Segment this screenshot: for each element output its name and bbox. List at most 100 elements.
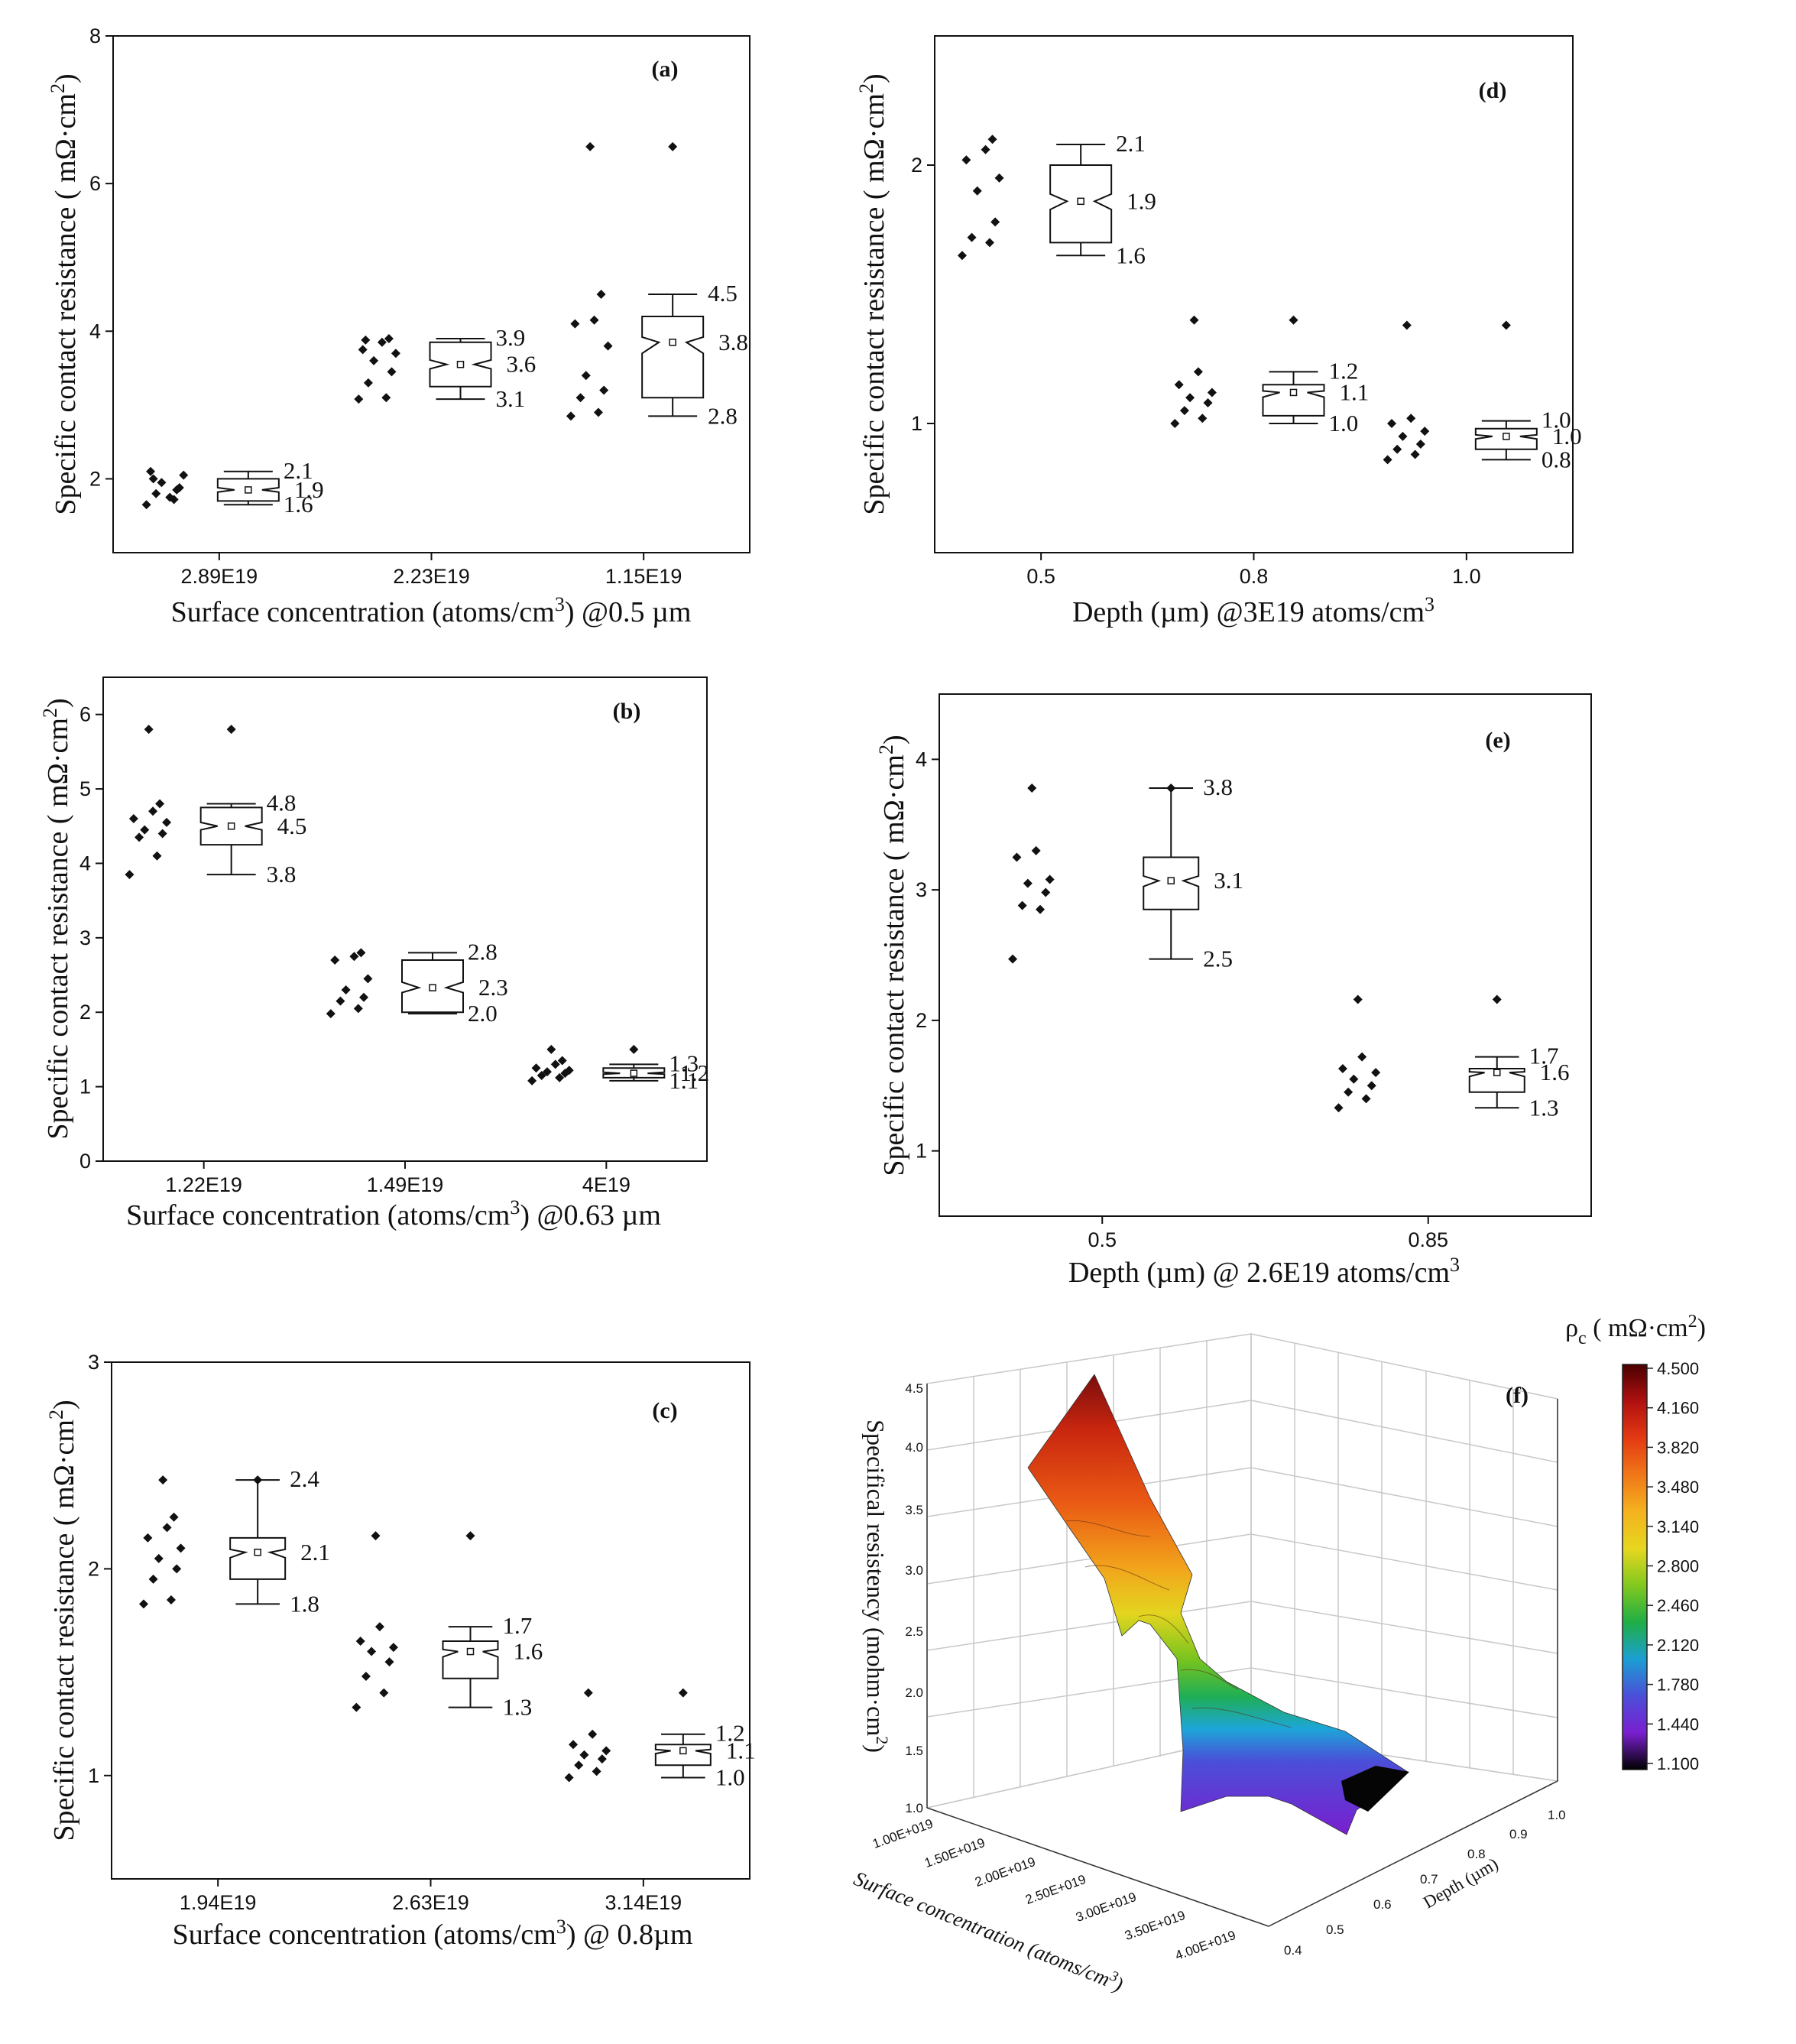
x-axis-title: Surface concentration (atoms/cm3) @0.63 … [126, 1196, 661, 1231]
data-point [363, 974, 373, 984]
colorbar-title-text: ( mΩ·cm [1587, 1314, 1688, 1342]
box-value-label: 1.6 [514, 1638, 543, 1665]
box-value-label: 3.8 [267, 861, 297, 887]
panel-d: 1 2 0.5 0.8 1.0 (d) Depth (µm) @3E19 ato… [855, 35, 1582, 628]
x-axis-title-sup: 3 [556, 1916, 566, 1938]
outlier-point [465, 1531, 475, 1541]
box-value-label: 1.1 [726, 1737, 756, 1763]
data-point [581, 371, 591, 381]
mean-marker [227, 822, 235, 830]
data-point [1415, 440, 1425, 449]
y-tick-label: 0.6 [1373, 1897, 1392, 1912]
data-point [379, 1688, 389, 1698]
x-ticks: 1.22E19 1.49E19 4E19 [165, 1173, 630, 1196]
x-ticks: 0.5 0.85 [1088, 1228, 1448, 1251]
colorbar-ticks: 4.500 4.160 3.820 3.480 3.140 2.800 2.46… [1657, 1359, 1699, 1773]
y-tick-label: 0.5 [1326, 1922, 1344, 1937]
data-point [169, 1512, 179, 1522]
mean-marker [669, 339, 676, 346]
data-point [555, 1072, 565, 1082]
data-point [384, 333, 394, 343]
data-point [391, 349, 400, 359]
x-axis-title-text: Surface concentration (atoms/cm [126, 1199, 510, 1231]
data-point [336, 996, 345, 1006]
panel-label: (f) [1506, 1383, 1529, 1408]
data-point [176, 1543, 186, 1553]
x-tick-label: 1.15E19 [605, 565, 682, 588]
data-point [1207, 388, 1217, 397]
y-axis-title-text: Specific contact resistance ( mΩ·cm [42, 718, 74, 1140]
mean-marker [1167, 877, 1175, 884]
box-value-label: 3.6 [507, 351, 537, 378]
box-value-label: 1.3 [1529, 1094, 1559, 1121]
colorbar-tick-label: 2.120 [1657, 1636, 1699, 1655]
mean-marker [245, 486, 252, 494]
outlier-point [629, 1044, 639, 1054]
colorbar-title: ρc ( mΩ·cm2) [1565, 1312, 1706, 1348]
data-point [162, 817, 172, 827]
box-value-label: 1.2 [679, 1059, 709, 1086]
x-axis-title-text: Surface concentration (atoms/cm [173, 1919, 556, 1951]
outlier-point [546, 1044, 556, 1054]
mean-marker [466, 1647, 475, 1656]
box-value-label: 1.7 [1529, 1043, 1559, 1069]
data-point [957, 251, 967, 261]
data-point [146, 466, 156, 476]
y-tick-label: 3 [79, 926, 91, 949]
data-point [972, 186, 982, 196]
x-axis-title-text: Surface concentration (atoms/cm [171, 596, 555, 628]
data-point [542, 1067, 552, 1077]
colorbar-tick-label: 3.820 [1657, 1438, 1699, 1457]
data-point [1193, 367, 1203, 377]
3d-surface [1027, 1374, 1409, 1835]
colorbar-title-sup: 2 [1688, 1312, 1697, 1332]
y-axis-title: Specific contact resistance ( mΩ·cm2) [875, 735, 910, 1176]
colorbar: ρc ( mΩ·cm2) 4.500 4.160 3.820 3.480 3.1… [1565, 1312, 1706, 1773]
3d-front-axes [926, 1384, 1558, 1927]
box-value-label: 1.1 [1340, 378, 1370, 405]
box-value-label: 2.5 [1203, 946, 1233, 972]
y-tick-label: 8 [89, 24, 101, 47]
colorbar-tick-label: 1.440 [1657, 1715, 1699, 1734]
y-axis-title: Specific contact resistance ( mΩ·cm2) [45, 1400, 80, 1841]
box-value-label: 1.2 [715, 1720, 745, 1747]
outlier-point [158, 1475, 168, 1485]
x-tick-label: 1.22E19 [165, 1173, 242, 1196]
mean-marker [254, 1549, 261, 1556]
colorbar-tick-label: 2.460 [1657, 1596, 1699, 1615]
data-point [388, 1643, 398, 1653]
surface-min-region [1341, 1766, 1409, 1812]
x-tick-label: 1.94E19 [180, 1891, 257, 1914]
box-value-label: 1.2 [1329, 357, 1359, 384]
data-point [1420, 427, 1430, 436]
notched-box [1468, 1068, 1525, 1093]
box-value-label: 3.9 [496, 324, 526, 351]
y-tick-label: 0.7 [1420, 1872, 1438, 1887]
outlier-point [585, 141, 595, 151]
data-point [1008, 954, 1018, 964]
data-point [359, 992, 368, 1002]
outlier-point [371, 1531, 381, 1541]
data-point [369, 355, 379, 365]
mean-marker [429, 984, 436, 991]
data-point [1383, 455, 1392, 465]
data-point [592, 1767, 601, 1776]
data-point [179, 470, 189, 480]
data-point [574, 1760, 584, 1770]
x-axis-title: Surface concentration (atoms/cm3) @ 0.8µ… [173, 1916, 693, 1951]
data-marks: 2.11.91.61.21.11.0 1.01.00.8 [927, 130, 1582, 560]
z-tick-label: 3.0 [905, 1563, 923, 1578]
y-tick-label: 3 [88, 1351, 99, 1374]
data-point [603, 341, 613, 351]
x-tick-label: 1.49E19 [367, 1173, 444, 1196]
y-axis-title-text: Specific contact resistance ( mΩ·cm [858, 93, 890, 515]
x-axis-title: Surface concentration (atoms/cm3) @0.5 µ… [171, 593, 692, 628]
colorbar-tick-label: 4.500 [1657, 1359, 1699, 1378]
y-axis-title-text: Specific contact resistance ( mΩ·cm [878, 754, 910, 1176]
data-point [387, 367, 397, 377]
y-ticks: 1 2 3 [88, 1351, 99, 1787]
data-point [1387, 419, 1397, 428]
mean-marker [1289, 388, 1298, 397]
data-point [341, 985, 351, 995]
